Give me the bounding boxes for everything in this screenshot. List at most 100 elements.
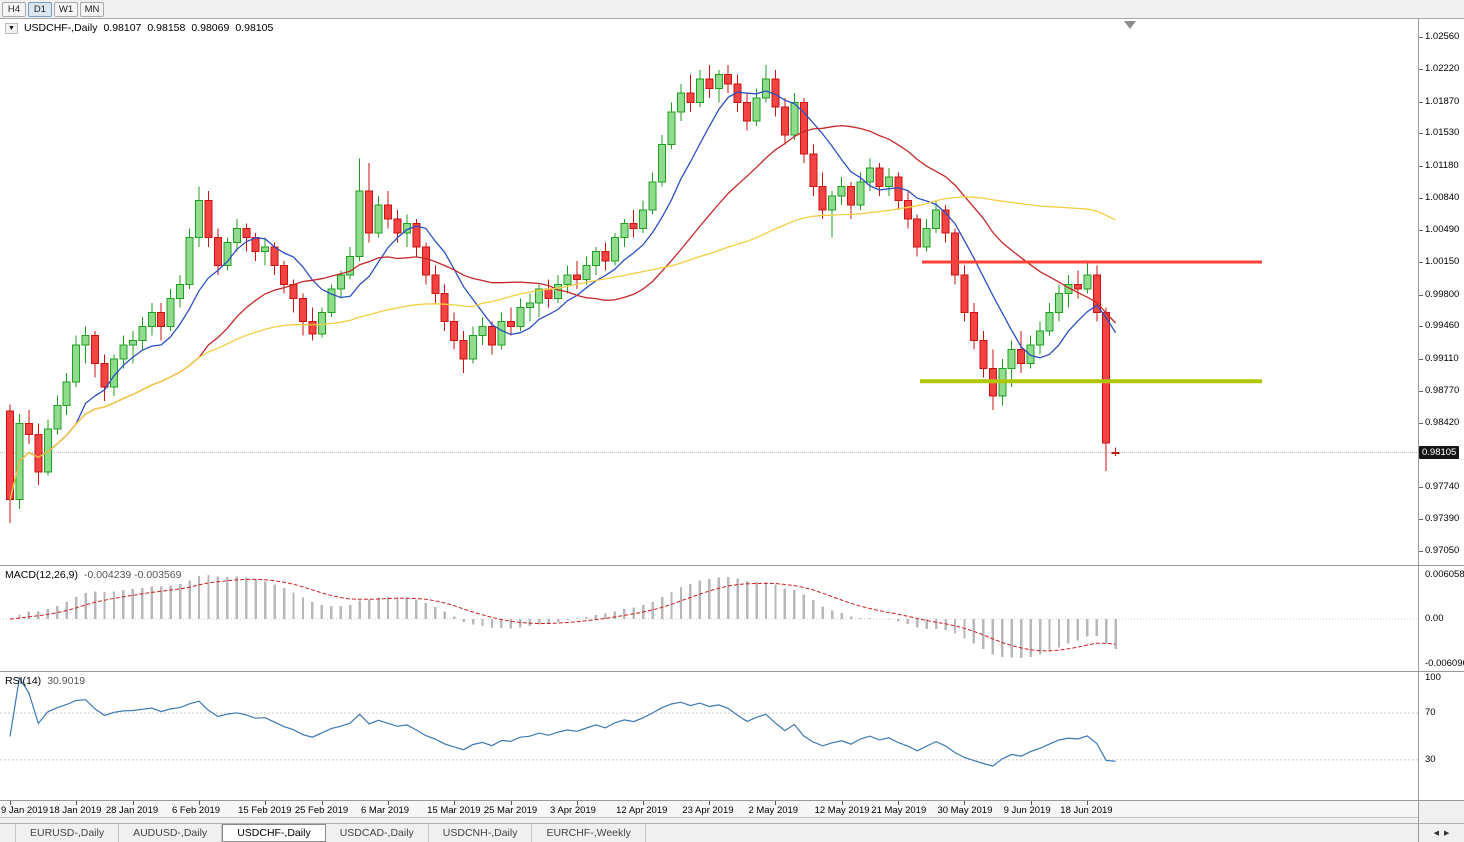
price-tick-label: 1.00490 xyxy=(1425,224,1460,236)
rsi-header: RSI(14) 30.9019 xyxy=(5,675,85,687)
date-tick-mark xyxy=(577,801,578,805)
date-tick-label: 6 Mar 2019 xyxy=(361,805,410,816)
rsi-level-lines xyxy=(0,712,1418,761)
macd-canvas[interactable] xyxy=(0,566,1418,671)
date-tick-label: 18 Jun 2019 xyxy=(1060,805,1113,816)
macd-signal-line xyxy=(9,578,1116,652)
price-tick-mark xyxy=(1419,165,1423,167)
date-tick-label: 15 Feb 2019 xyxy=(238,805,292,816)
date-tick-mark xyxy=(643,801,645,805)
price-tick-label: 0.98770 xyxy=(1425,384,1460,396)
price-tick-mark xyxy=(1419,390,1423,392)
candlestick-series xyxy=(6,65,1120,524)
date-tick-label: 9 Jun 2019 xyxy=(1003,805,1051,816)
price-tick-label: 0.99460 xyxy=(1425,320,1460,332)
price-tick-label: 0.99800 xyxy=(1425,288,1460,300)
macd-axis-label: 0.00 xyxy=(1425,613,1444,624)
date-tick-mark xyxy=(76,801,78,805)
chart-tabs-bar: EURUSD-,Daily AUDUSD-,Daily USDCHF-,Daily U… xyxy=(0,823,1418,842)
tab-scroll-left-icon[interactable]: ◀ xyxy=(1433,830,1439,837)
date-tick-mark xyxy=(199,801,200,805)
macd-indicator-panel: MACD(12,26,9) -0.004239 -0.003569 xyxy=(0,565,1418,671)
date-tick-label: 9 Jan 2019 xyxy=(1,805,49,816)
slow-ma xyxy=(9,196,1116,500)
date-tick-label: 30 May 2019 xyxy=(937,805,993,816)
tab-scroll-right-icon[interactable]: ▶ xyxy=(1444,830,1450,837)
timeframe-button-h4[interactable]: H4 xyxy=(2,1,26,17)
rsi-axis[interactable]: 100 70 30 xyxy=(1419,671,1464,800)
ohlc-open: 0.98107 xyxy=(103,22,142,34)
ohlc-high: 0.98158 xyxy=(147,22,186,34)
divider-strip xyxy=(0,817,1464,823)
date-tick-label: 28 Jan 2019 xyxy=(105,805,159,816)
chart-shift-marker xyxy=(1124,21,1136,29)
date-tick-label: 2 May 2019 xyxy=(748,805,799,816)
date-tick-mark xyxy=(388,801,389,805)
rsi-indicator-panel: RSI(14) 30.9019 xyxy=(0,671,1418,800)
moving-average-lines xyxy=(9,90,1117,500)
price-tick-mark xyxy=(1419,101,1423,103)
date-tick-mark xyxy=(265,801,267,805)
date-tick-label: 15 Mar 2019 xyxy=(427,805,481,816)
price-tick-label: 1.02220 xyxy=(1425,62,1460,74)
chart-tab-usdcnh[interactable]: USDCNH-,Daily xyxy=(429,824,533,842)
date-tick-label: 25 Mar 2019 xyxy=(483,805,538,816)
date-tick-mark xyxy=(132,801,134,805)
price-tick-mark xyxy=(1419,423,1423,425)
price-tick-label: 1.01870 xyxy=(1425,95,1460,107)
ohlc-close: 0.98105 xyxy=(235,22,274,34)
date-tick-mark xyxy=(454,801,456,805)
price-tick-mark xyxy=(1419,551,1423,552)
date-axis[interactable]: 9 Jan 2019 18 Jan 2019 28 Jan 2019 6 Feb 20… xyxy=(0,800,1418,817)
axis-date-corner xyxy=(1419,800,1464,817)
timeframe-button-w1[interactable]: W1 xyxy=(54,1,78,17)
chart-tab-eurchf[interactable]: EURCHF-,Weekly xyxy=(532,824,646,842)
tab-strip-grip[interactable] xyxy=(0,824,16,842)
price-tick-mark xyxy=(1419,133,1423,135)
date-tick-label: 6 Feb 2019 xyxy=(172,805,221,816)
rsi-label: RSI(14) xyxy=(5,675,42,687)
axis-strip xyxy=(1419,817,1464,823)
price-tick-label: 0.97050 xyxy=(1425,545,1460,556)
rsi-value: 30.9019 xyxy=(47,675,86,687)
price-tick-mark xyxy=(1419,230,1423,232)
timeframe-button-mn[interactable]: MN xyxy=(80,1,104,17)
chart-collapse-icon[interactable]: ▼ xyxy=(5,22,18,34)
date-tick-mark xyxy=(964,801,966,805)
macd-label: MACD(12,26,9) xyxy=(5,569,78,581)
price-tick-mark xyxy=(1419,519,1423,521)
rsi-axis-label: 70 xyxy=(1425,707,1436,719)
current-price-badge: 0.98105 xyxy=(1419,445,1460,459)
price-chart-canvas[interactable] xyxy=(0,19,1418,565)
price-tick-mark xyxy=(1419,486,1423,488)
ohlc-low: 0.98069 xyxy=(191,22,230,34)
rsi-canvas[interactable] xyxy=(0,672,1418,800)
date-tick-label: 3 Apr 2019 xyxy=(550,805,596,816)
timeframe-button-d1[interactable]: D1 xyxy=(28,1,52,17)
chart-tab-usdcad[interactable]: USDCAD-,Daily xyxy=(326,824,429,842)
date-tick-mark xyxy=(10,801,11,805)
macd-axis-label: -0.006096 xyxy=(1425,658,1464,669)
macd-histogram xyxy=(18,575,1117,658)
price-tick-mark xyxy=(1419,68,1423,70)
price-tick-mark xyxy=(1419,326,1423,328)
chart-tab-eurusd[interactable]: EURUSD-,Daily xyxy=(16,824,120,842)
price-tick-label: 0.98420 xyxy=(1425,417,1460,429)
macd-axis[interactable]: 0.006058 0.00 -0.006096 xyxy=(1419,565,1464,671)
date-tick-mark xyxy=(841,801,843,805)
date-tick-mark xyxy=(1087,801,1089,805)
price-tick-mark xyxy=(1419,294,1423,296)
price-tick-label: 1.00150 xyxy=(1425,255,1460,267)
tab-scroll-corner: ◀ ▶ xyxy=(1419,823,1464,842)
price-axis[interactable]: 1.02560 1.02220 1.01870 1.01530 1.01180 1.008… xyxy=(1419,19,1464,565)
timeframe-toolbar: H4 D1 W1 MN xyxy=(0,0,1464,19)
rsi-line xyxy=(9,676,1116,767)
chart-tab-usdchf[interactable]: USDCHF-,Daily xyxy=(222,824,326,842)
price-tick-mark xyxy=(1419,358,1423,360)
fast-ma xyxy=(9,90,1117,500)
chart-tab-audusd[interactable]: AUDUSD-,Daily xyxy=(119,824,223,842)
price-tick-label: 0.99110 xyxy=(1425,352,1459,364)
macd-values: -0.004239 -0.003569 xyxy=(83,569,182,581)
price-tick-label: 1.01180 xyxy=(1425,159,1459,171)
